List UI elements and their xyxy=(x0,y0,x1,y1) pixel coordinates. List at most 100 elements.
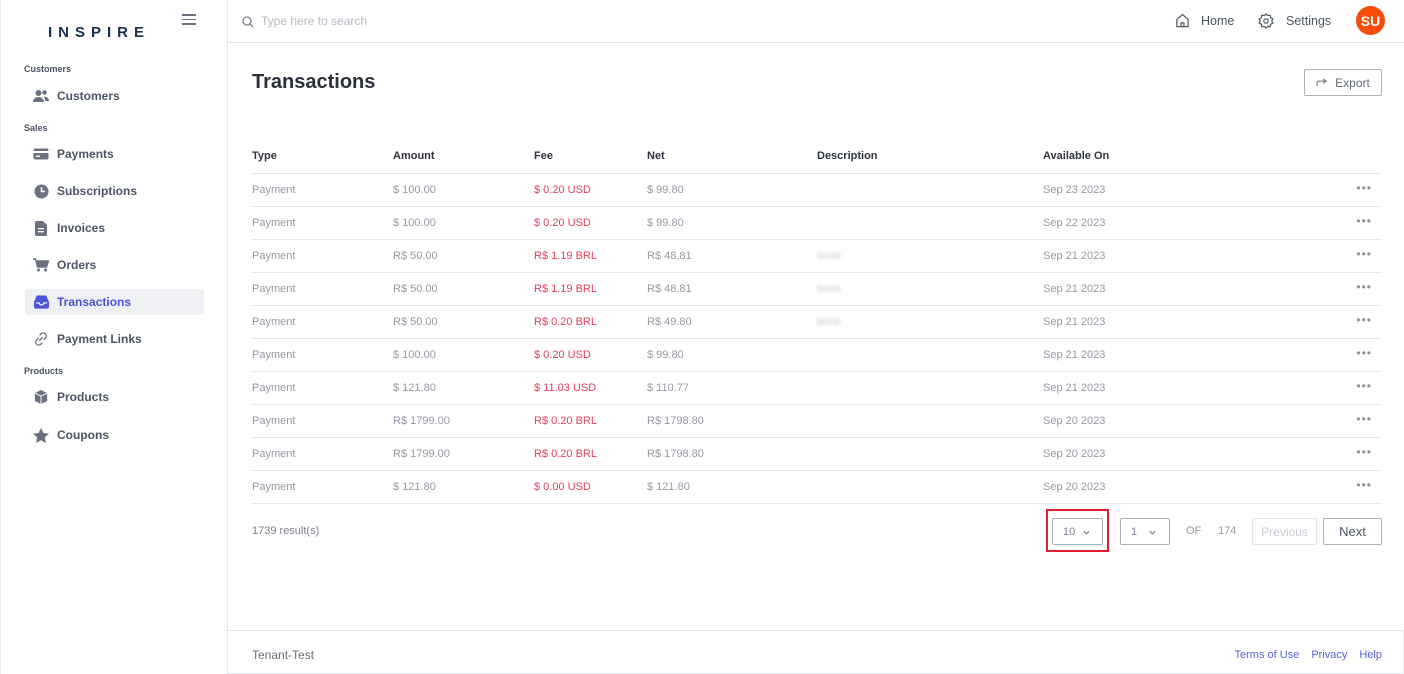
column-header-amount[interactable]: Amount xyxy=(393,150,435,162)
cell-amount: $ 100.00 xyxy=(393,349,436,361)
column-header-available-on[interactable]: Available On xyxy=(1043,150,1110,162)
table-row[interactable]: Payment $ 100.00 $ 0.20 USD $ 99.80 Sep … xyxy=(252,174,1382,207)
sidebar-item-invoices[interactable]: Invoices xyxy=(25,215,204,241)
export-button[interactable]: Export xyxy=(1304,69,1382,96)
row-menu-icon[interactable]: ••• xyxy=(1356,478,1372,492)
sidebar-item-transactions[interactable]: Transactions xyxy=(25,289,204,315)
home-link[interactable]: Home xyxy=(1175,13,1234,28)
home-label: Home xyxy=(1201,13,1235,28)
cell-type: Payment xyxy=(252,415,296,427)
avatar[interactable]: SU xyxy=(1356,6,1385,35)
cell-amount: $ 121.80 xyxy=(393,382,436,394)
of-label: OF xyxy=(1186,525,1202,537)
cell-amount: $ 100.00 xyxy=(393,217,436,229)
settings-link[interactable]: Settings xyxy=(1258,13,1331,29)
search-icon xyxy=(242,15,254,33)
row-menu-icon[interactable]: ••• xyxy=(1356,247,1372,261)
sidebar-item-orders[interactable]: Orders xyxy=(25,252,204,278)
column-header-description[interactable]: Description xyxy=(817,150,878,162)
row-menu-icon[interactable]: ••• xyxy=(1356,346,1372,360)
cell-fee: R$ 0.20 BRL xyxy=(534,448,597,460)
home-icon xyxy=(1175,13,1190,28)
settings-label: Settings xyxy=(1286,14,1332,28)
box-icon xyxy=(33,389,49,405)
nav-section-sales: Sales xyxy=(24,123,48,133)
chevron-down-icon xyxy=(1149,526,1156,538)
cell-available-on: Sep 20 2023 xyxy=(1043,448,1106,460)
cell-net: $ 121.80 xyxy=(647,481,690,493)
footer: Tenant-Test Terms of Use Privacy Help xyxy=(228,630,1404,674)
page-size-select[interactable]: 10 xyxy=(1052,518,1103,545)
search-input[interactable] xyxy=(261,11,561,31)
cell-fee: $ 0.20 USD xyxy=(534,349,591,361)
cell-type: Payment xyxy=(252,349,296,361)
column-header-fee[interactable]: Fee xyxy=(534,150,553,162)
sidebar-item-label: Coupons xyxy=(57,428,109,442)
column-header-net[interactable]: Net xyxy=(647,150,665,162)
table-row[interactable]: Payment R$ 50.00 R$ 1.19 BRL R$ 48.81 te… xyxy=(252,273,1382,306)
table-row[interactable]: Payment $ 100.00 $ 0.20 USD $ 99.80 Sep … xyxy=(252,339,1382,372)
table-row[interactable]: Payment $ 100.00 $ 0.20 USD $ 99.80 Sep … xyxy=(252,207,1382,240)
sidebar-item-coupons[interactable]: Coupons xyxy=(25,422,204,448)
sidebar-item-label: Customers xyxy=(57,89,120,103)
top-bar: Home Settings SU xyxy=(228,0,1404,43)
sidebar-item-label: Payments xyxy=(57,147,114,161)
highlight-box xyxy=(1046,509,1109,552)
page-size-value: 10 xyxy=(1063,525,1076,538)
sidebar-item-label: Invoices xyxy=(57,221,106,235)
next-button[interactable]: Next xyxy=(1323,518,1382,545)
row-menu-icon[interactable]: ••• xyxy=(1356,379,1372,393)
hamburger-menu-icon[interactable] xyxy=(182,14,196,25)
page-title: Transactions xyxy=(252,71,376,93)
row-menu-icon[interactable]: ••• xyxy=(1356,313,1372,327)
cell-type: Payment xyxy=(252,382,296,394)
cell-fee: R$ 1.19 BRL xyxy=(534,250,597,262)
sidebar-item-subscriptions[interactable]: Subscriptions xyxy=(25,178,204,204)
cell-description: teste xyxy=(817,283,841,295)
row-menu-icon[interactable]: ••• xyxy=(1356,412,1372,426)
table-row[interactable]: Payment $ 121.80 $ 11.03 USD $ 110.77 Se… xyxy=(252,372,1382,405)
help-link[interactable]: Help xyxy=(1359,649,1382,661)
table-row[interactable]: Payment $ 121.80 $ 0.00 USD $ 121.80 Sep… xyxy=(252,471,1382,504)
cell-net: $ 99.80 xyxy=(647,184,684,196)
row-menu-icon[interactable]: ••• xyxy=(1356,280,1372,294)
privacy-link[interactable]: Privacy xyxy=(1311,649,1348,661)
page-number-select[interactable]: 1 xyxy=(1120,518,1170,545)
cell-type: Payment xyxy=(252,184,296,196)
document-icon xyxy=(33,220,49,236)
nav-section-customers: Customers xyxy=(24,64,72,74)
tenant-name: Tenant-Test xyxy=(252,648,315,662)
cell-type: Payment xyxy=(252,283,296,295)
total-pages: 174 xyxy=(1218,525,1237,537)
row-menu-icon[interactable]: ••• xyxy=(1356,445,1372,459)
sidebar-item-customers[interactable]: Customers xyxy=(25,83,204,109)
cell-net: R$ 48.81 xyxy=(647,250,692,262)
sidebar-item-products[interactable]: Products xyxy=(25,384,204,410)
cell-amount: R$ 1799.00 xyxy=(393,415,450,427)
terms-link[interactable]: Terms of Use xyxy=(1234,649,1300,661)
cell-fee: $ 0.20 USD xyxy=(534,217,591,229)
cell-type: Payment xyxy=(252,448,296,460)
cell-fee: R$ 1.19 BRL xyxy=(534,283,597,295)
cell-available-on: Sep 22 2023 xyxy=(1043,217,1106,229)
export-label: Export xyxy=(1335,75,1370,90)
cell-net: $ 99.80 xyxy=(647,349,684,361)
table-row[interactable]: Payment R$ 50.00 R$ 1.19 BRL R$ 48.81 te… xyxy=(252,240,1382,273)
cell-type: Payment xyxy=(252,316,296,328)
row-menu-icon[interactable]: ••• xyxy=(1356,181,1372,195)
inbox-icon xyxy=(33,294,49,310)
sidebar-item-payments[interactable]: Payments xyxy=(25,141,204,167)
sidebar-item-payment-links[interactable]: Payment Links xyxy=(25,326,204,352)
cell-fee: $ 0.20 USD xyxy=(534,184,591,196)
sidebar-item-label: Products xyxy=(57,390,110,404)
cell-net: R$ 49.80 xyxy=(647,316,692,328)
row-menu-icon[interactable]: ••• xyxy=(1356,214,1372,228)
table-row[interactable]: Payment R$ 1799.00 R$ 0.20 BRL R$ 1798.8… xyxy=(252,405,1382,438)
table-row[interactable]: Payment R$ 1799.00 R$ 0.20 BRL R$ 1798.8… xyxy=(252,438,1382,471)
column-header-type[interactable]: Type xyxy=(252,150,277,162)
cell-fee: $ 0.00 USD xyxy=(534,481,591,493)
logo: INSPIRE xyxy=(48,24,151,41)
table-row[interactable]: Payment R$ 50.00 R$ 0.20 BRL R$ 49.80 te… xyxy=(252,306,1382,339)
cell-available-on: Sep 20 2023 xyxy=(1043,415,1106,427)
previous-button[interactable]: Previous xyxy=(1252,518,1317,545)
